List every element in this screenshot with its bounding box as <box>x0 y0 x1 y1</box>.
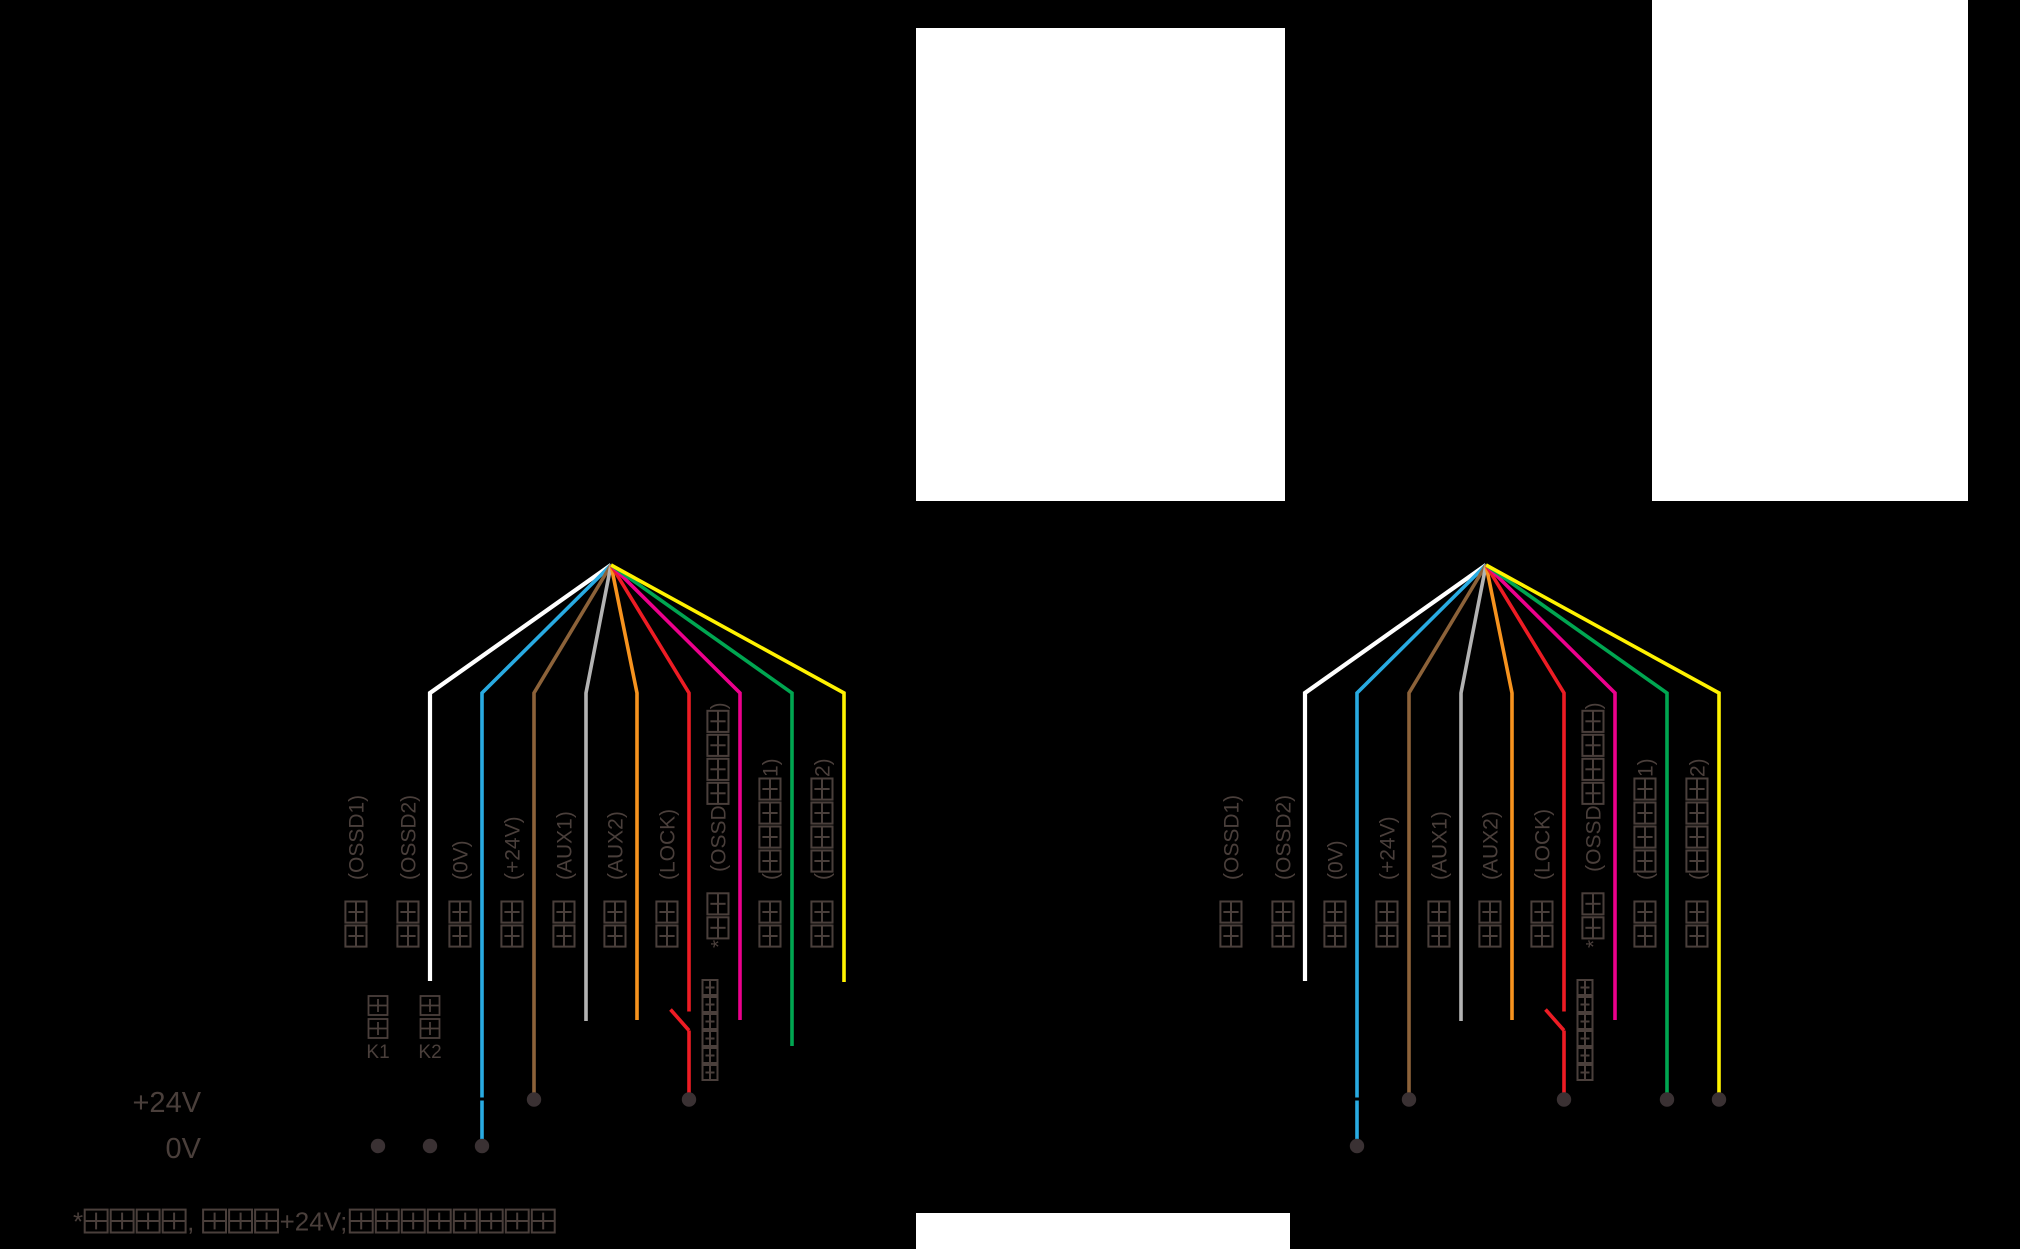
svg-text:(LOCK): (LOCK) <box>1532 809 1555 880</box>
svg-text:(+24V): (+24V) <box>1377 816 1400 880</box>
svg-text:0V: 0V <box>166 1133 202 1165</box>
svg-text:(AUX1): (AUX1) <box>554 811 577 880</box>
svg-text:K2: K2 <box>418 1042 441 1063</box>
svg-text:(OSSD1): (OSSD1) <box>1221 795 1244 880</box>
svg-text:,: , <box>187 1206 194 1236</box>
svg-text:(+24V): (+24V) <box>502 816 525 880</box>
svg-text:): ) <box>708 702 731 709</box>
svg-text:(OSSD2): (OSSD2) <box>1273 795 1296 880</box>
svg-text:K1: K1 <box>366 1042 389 1063</box>
svg-text:(OSSD1): (OSSD1) <box>346 795 369 880</box>
svg-text:(0V): (0V) <box>450 840 473 880</box>
svg-text:1): 1) <box>760 758 783 777</box>
svg-text:(AUX1): (AUX1) <box>1429 811 1452 880</box>
svg-text:(: ( <box>760 873 783 880</box>
svg-text:2): 2) <box>1687 758 1710 777</box>
svg-text:(OSSD2): (OSSD2) <box>398 795 421 880</box>
svg-text:+24V: +24V <box>133 1087 202 1119</box>
svg-text:2): 2) <box>812 758 835 777</box>
svg-text:(LOCK): (LOCK) <box>657 809 680 880</box>
svg-text:+24V;: +24V; <box>280 1206 348 1236</box>
svg-text:*: * <box>1583 940 1606 948</box>
svg-text:(: ( <box>1687 873 1710 880</box>
svg-text:(: ( <box>812 873 835 880</box>
svg-text:(0V): (0V) <box>1325 840 1348 880</box>
svg-text:(: ( <box>1635 873 1658 880</box>
svg-text:): ) <box>1583 702 1606 709</box>
svg-text:*: * <box>73 1206 83 1236</box>
svg-text:(AUX2): (AUX2) <box>605 811 628 880</box>
svg-text:(OSSD: (OSSD <box>1583 805 1606 872</box>
svg-text:1): 1) <box>1635 758 1658 777</box>
svg-text:(AUX2): (AUX2) <box>1480 811 1503 880</box>
svg-text:*: * <box>708 940 731 948</box>
svg-text:(OSSD: (OSSD <box>708 805 731 872</box>
